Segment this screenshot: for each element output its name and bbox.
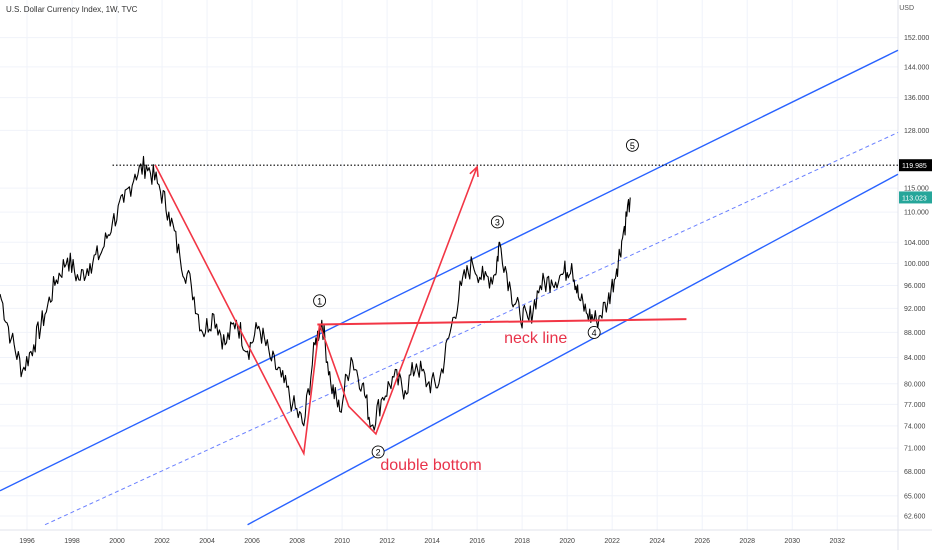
x-tick-label: 2012 xyxy=(379,538,395,545)
wave-point-circle xyxy=(587,325,601,339)
last-price-tag-text: 113.023 xyxy=(902,195,927,202)
x-tick-label: 2000 xyxy=(109,538,125,545)
currency-label: USD xyxy=(899,5,914,12)
wave-point-circle xyxy=(490,215,504,229)
y-tick-label: 88.000 xyxy=(904,330,926,337)
wave-point-label: 4 xyxy=(592,328,597,338)
x-tick-label: 2024 xyxy=(649,538,665,545)
wave-point-1: 1 xyxy=(313,294,327,308)
y-tick-label: 77.000 xyxy=(904,402,926,409)
resistance-price-tag-text: 119.985 xyxy=(902,163,927,170)
x-tick-label: 2016 xyxy=(469,538,485,545)
annotation-text: neck line xyxy=(504,330,567,347)
wave-point-label: 3 xyxy=(495,217,500,227)
resistance-price-tag-bg xyxy=(899,159,932,172)
neck-line xyxy=(317,318,687,326)
y-tick-label: 80.000 xyxy=(904,381,926,388)
y-tick-label: 144.000 xyxy=(904,64,929,71)
y-tick-label: 65.000 xyxy=(904,493,926,500)
wave-point-2: 2 xyxy=(371,445,385,459)
y-tick-label: 74.000 xyxy=(904,423,926,430)
y-tick-label: 128.000 xyxy=(904,128,929,135)
y-tick-label: 152.000 xyxy=(904,35,929,42)
y-tick-label: 71.000 xyxy=(904,446,926,453)
channel-lower-line xyxy=(247,173,899,526)
last-price-tag: 113.023 xyxy=(899,191,932,204)
y-tick-label: 84.000 xyxy=(904,355,926,362)
x-tick-label: 2006 xyxy=(244,538,260,545)
wave-point-circle xyxy=(313,294,327,308)
wave-point-circle xyxy=(625,138,639,152)
y-tick-label: 115.000 xyxy=(904,186,929,193)
x-tick-label: 2026 xyxy=(694,538,710,545)
y-tick-label: 62.600 xyxy=(904,514,926,521)
y-tick-label: 100.000 xyxy=(904,261,929,268)
y-tick-label: 96.000 xyxy=(904,283,926,290)
wave-point-label: 1 xyxy=(317,296,322,306)
y-tick-label: 136.000 xyxy=(904,95,929,102)
last-price-tag-bg xyxy=(899,191,932,204)
wave-point-label: 2 xyxy=(376,447,381,457)
x-tick-label: 2030 xyxy=(784,538,800,545)
pattern-arrow-head xyxy=(469,165,479,177)
wave-point-3: 3 xyxy=(490,215,504,229)
y-tick-label: 92.000 xyxy=(904,306,926,313)
x-tick-label: 2020 xyxy=(559,538,575,545)
channel-mid-line xyxy=(44,131,899,526)
annotation-text: double bottom xyxy=(380,457,481,474)
wave-point-5: 5 xyxy=(625,138,639,152)
x-tick-label: 2008 xyxy=(289,538,305,545)
wave-point-label: 5 xyxy=(630,141,635,151)
x-tick-label: 2014 xyxy=(424,538,440,545)
wave-point-4: 4 xyxy=(587,325,601,339)
x-tick-labels: 1996 1998 2000 2002 2004 2006 2008 2010 2012 2014… xyxy=(19,538,845,545)
x-tick-label: 2010 xyxy=(334,538,350,545)
x-tick-label: 2022 xyxy=(604,538,620,545)
y-grid xyxy=(0,37,898,517)
y-tick-label: 68.000 xyxy=(904,469,926,476)
x-tick-label: 2002 xyxy=(154,538,170,545)
wave-labels: 1 2 3 4 5 xyxy=(313,138,639,459)
y-tick-label: 110.000 xyxy=(904,210,929,217)
x-tick-label: 2004 xyxy=(199,538,215,545)
x-tick-label: 1996 xyxy=(19,538,35,545)
channel-upper-line xyxy=(0,49,899,492)
pattern-path xyxy=(154,164,478,457)
price-series-line xyxy=(0,155,631,431)
y-tick-labels: 152.000 144.000 136.000 128.000 115.000 110.0… xyxy=(904,35,929,520)
chart-title: U.S. Dollar Currency Index, 1W, TVC xyxy=(6,5,138,14)
x-tick-label: 2018 xyxy=(514,538,530,545)
x-tick-label: 2028 xyxy=(739,538,755,545)
x-tick-label: 1998 xyxy=(64,538,80,545)
wave-point-circle xyxy=(371,445,385,459)
y-tick-label: 104.000 xyxy=(904,240,929,247)
x-tick-label: 2032 xyxy=(829,538,845,545)
resistance-price-tag: 119.985 xyxy=(899,159,932,172)
